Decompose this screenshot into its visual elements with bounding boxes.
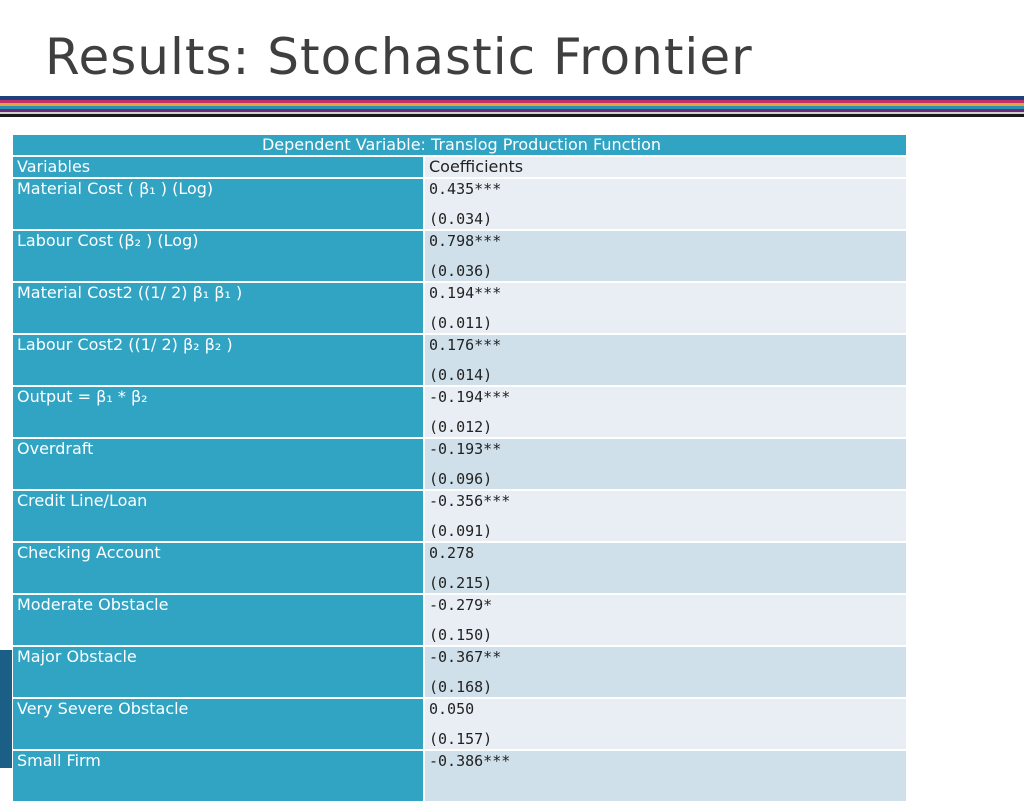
coefficient-cell: -0.194*** (0.012) [424,386,907,438]
coefficient-cell: 0.176*** (0.014) [424,334,907,386]
standard-error: (0.034) [429,210,493,228]
coefficient-cell: 0.050 (0.157) [424,698,907,750]
standard-error: (0.011) [429,314,493,332]
variable-cell: Labour Cost2 ((1/ 2) β₂ β₂ ) [12,334,424,386]
stripe [0,96,1024,100]
coefficient: -0.194*** [429,388,511,406]
variable-cell: Major Obstacle [12,646,424,698]
stripe [0,106,1024,109]
coefficient: 0.176*** [429,336,502,354]
variable-cell: Labour Cost (β₂ ) (Log) [12,230,424,282]
stripe [0,114,1024,117]
standard-error: (0.150) [429,626,493,644]
variable-cell: Material Cost2 ((1/ 2) β₁ β₁ ) [12,282,424,334]
coefficient: -0.386*** [429,752,511,770]
coefficient: -0.193** [429,440,502,458]
stripe [0,100,1024,103]
variable-cell: Output = β₁ * β₂ [12,386,424,438]
coefficient: -0.279* [429,596,493,614]
coefficient-cell: -0.279* (0.150) [424,594,907,646]
variable-cell: Small Firm [12,750,424,802]
coefficient: -0.367** [429,648,502,666]
coefficient: 0.435*** [429,180,502,198]
standard-error: (0.012) [429,418,493,436]
standard-error: (0.168) [429,678,493,696]
variable-cell: Very Severe Obstacle [12,698,424,750]
standard-error: (0.215) [429,574,493,592]
slide: Results: Stochastic Frontier Dependent V… [0,28,1024,802]
coefficient-cell: 0.435*** (0.034) [424,178,907,230]
variable-cell: Credit Line/Loan [12,490,424,542]
coefficient-cell: -0.386*** [424,750,907,802]
coefficient-cell: 0.194*** (0.011) [424,282,907,334]
coefficient-cell: 0.798*** (0.036) [424,230,907,282]
coefficient: -0.356*** [429,492,511,510]
variable-cell: Material Cost ( β₁ ) (Log) [12,178,424,230]
standard-error: (0.036) [429,262,493,280]
coefficient: 0.278 [429,544,475,562]
stripe [0,109,1024,112]
coefficient: 0.798*** [429,232,502,250]
standard-error: (0.096) [429,470,493,488]
standard-error: (0.091) [429,522,493,540]
column-header: Variables [12,156,424,178]
variable-cell: Moderate Obstacle [12,594,424,646]
variable-cell: Checking Account [12,542,424,594]
side-shape [0,650,12,768]
coefficient: 0.050 [429,700,475,718]
variable-cell: Overdraft [12,438,424,490]
coefficient-cell: 0.278 (0.215) [424,542,907,594]
coefficient-cell: -0.193** (0.096) [424,438,907,490]
stripe [0,112,1024,114]
stripe [0,103,1024,106]
slide-title: Results: Stochastic Frontier [45,28,753,86]
coefficient-cell: -0.356*** (0.091) [424,490,907,542]
coefficient-cell: -0.367** (0.168) [424,646,907,698]
standard-error: (0.014) [429,366,493,384]
standard-error: (0.157) [429,730,493,748]
column-header: Coefficients [424,156,907,178]
coefficient: 0.194*** [429,284,502,302]
table-caption: Dependent Variable: Translog Production … [12,134,907,156]
